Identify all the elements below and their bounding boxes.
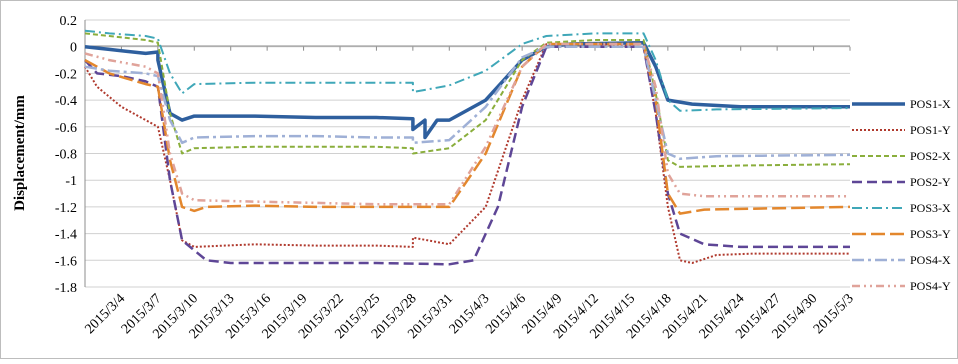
legend-label: POS2-X bbox=[910, 149, 951, 163]
series-lines bbox=[84, 29, 851, 266]
y-tick-label: -1 bbox=[65, 174, 77, 189]
y-tick-label: -1.4 bbox=[55, 228, 77, 243]
series-line-pos1-x bbox=[84, 40, 850, 140]
y-tick-label: -1.2 bbox=[55, 201, 77, 216]
y-tick-labels: 0.2 0 -0.2 -0.4 -0.6 -0.8 -1 -1.2 -1.4 -1.6 -1.8 bbox=[55, 14, 77, 296]
series-line-pos1-y bbox=[84, 43, 850, 264]
series-line-pos3-x bbox=[84, 29, 851, 112]
legend-label: POS1-Y bbox=[910, 123, 951, 137]
legend-label: POS2-Y bbox=[910, 175, 951, 189]
y-tick-label: -1.8 bbox=[55, 281, 77, 296]
legend-label: POS1-X bbox=[910, 97, 951, 111]
series-line-pos3-y bbox=[84, 42, 851, 215]
series-line-pos2-y bbox=[84, 45, 850, 266]
legend-label: POS4-Y bbox=[910, 279, 951, 293]
legend-label: POS4-X bbox=[910, 253, 951, 267]
series-line-pos2-x bbox=[84, 32, 851, 168]
y-tick-label: -0.2 bbox=[55, 67, 77, 82]
series-line-pos4-y bbox=[84, 42, 850, 206]
axes bbox=[84, 20, 851, 287]
legend-label: POS3-Y bbox=[910, 227, 951, 241]
y-tick-label: 0 bbox=[70, 41, 77, 56]
y-tick-label: -1.6 bbox=[55, 254, 77, 269]
y-tick-label: -0.6 bbox=[55, 121, 77, 136]
y-tick-label: -0.4 bbox=[55, 94, 77, 109]
legend-label: POS3-X bbox=[910, 201, 951, 215]
y-axis-title: Displacement/mm bbox=[12, 95, 28, 211]
legend: POS1-X POS1-Y POS2-X POS2-Y POS3-X POS3-Y POS4… bbox=[852, 97, 951, 293]
y-tick-label: -0.8 bbox=[55, 148, 77, 163]
y-tick-label: 0.2 bbox=[60, 14, 78, 29]
